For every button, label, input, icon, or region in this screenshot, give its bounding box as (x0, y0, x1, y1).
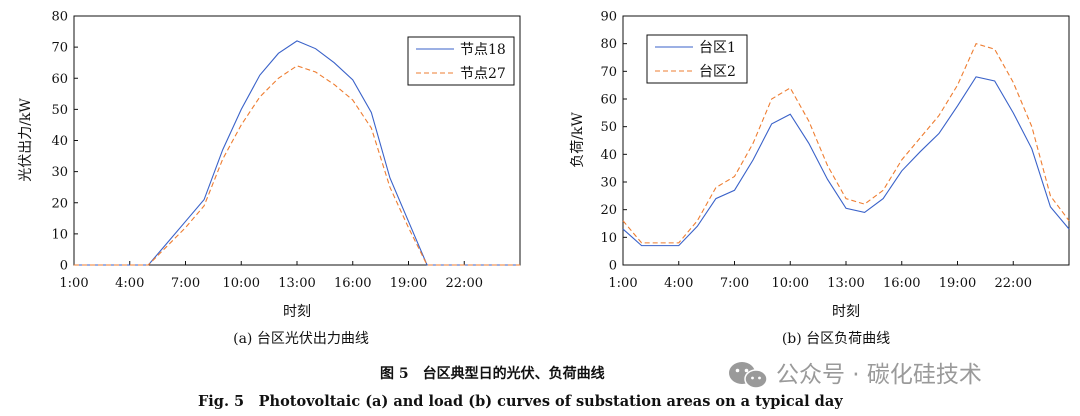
series-line-2 (622, 43, 1070, 244)
y-tick-label: 60 (51, 72, 68, 87)
y-tick-label: 80 (51, 10, 68, 25)
x-tick-label: 7:00 (720, 276, 749, 291)
x-tick-label: 1:00 (59, 276, 88, 291)
x-tick-label: 16:00 (334, 276, 371, 291)
legend-box (407, 36, 515, 86)
caption-en: Fig. 5 Photovoltaic (a) and load (b) cur… (198, 393, 843, 410)
x-tick-label: 19:00 (939, 276, 976, 291)
x-tick-label: 1:00 (608, 276, 637, 291)
y-tick-label: 20 (51, 196, 68, 211)
x-tick-label: 7:00 (171, 276, 200, 291)
y-tick-label: 90 (600, 10, 617, 25)
y-tick-label: 70 (51, 41, 68, 56)
x-tick-label: 19:00 (390, 276, 427, 291)
x-tick-label: 16:00 (883, 276, 920, 291)
y-tick-label: 70 (600, 65, 617, 80)
y-tick-label: 40 (600, 148, 617, 163)
legend-label-1: 台区1 (699, 40, 736, 56)
y-tick-label: 80 (600, 37, 617, 52)
x-axis-label: 时刻 (283, 304, 311, 320)
series-line-2 (74, 65, 520, 266)
chart-panel-a: 0 10 20 30 40 50 60 70 80 1:00 4:00 7:00 10:00 13:00 1… (18, 10, 521, 320)
y-tick-label: 30 (51, 165, 68, 180)
x-tick-label: 22:00 (446, 276, 483, 291)
legend-box (646, 34, 748, 84)
x-tick-label: 13:00 (827, 276, 864, 291)
y-tick-label: 50 (51, 103, 68, 118)
x-tick-label: 4:00 (664, 276, 693, 291)
legend: 节点18 节点27 (407, 36, 515, 86)
subtitle-b: (b) 台区负荷曲线 (782, 331, 890, 347)
y-tick-label: 40 (51, 134, 68, 149)
y-axis-label: 负荷/kW (570, 112, 586, 168)
x-tick-label: 4:00 (115, 276, 144, 291)
legend: 台区1 台区2 (646, 34, 748, 84)
watermark-text: 公众号 · 碳化硅技术 (776, 362, 982, 388)
x-tick-label: 10:00 (223, 276, 260, 291)
x-tick-label: 22:00 (995, 276, 1032, 291)
watermark: 公众号 · 碳化硅技术 (729, 362, 982, 389)
legend-label-2: 台区2 (699, 64, 736, 80)
y-tick-label: 30 (600, 176, 617, 191)
y-tick-label: 10 (600, 231, 617, 246)
series-line-1 (622, 76, 1070, 247)
subtitle-a: (a) 台区光伏出力曲线 (233, 331, 369, 347)
x-tick-label: 13:00 (278, 276, 315, 291)
legend-label-1: 节点18 (460, 42, 506, 58)
chart-panel-b: 0 10 20 30 40 50 60 70 80 90 1:00 4:00 7:00 10:00 13:0… (570, 10, 1070, 320)
y-tick-label: 20 (600, 203, 617, 218)
x-axis-label: 时刻 (832, 304, 860, 320)
y-tick-label: 0 (609, 259, 617, 274)
legend-label-2: 节点27 (460, 66, 506, 82)
y-tick-label: 10 (51, 227, 68, 242)
caption-cn: 图 5 台区典型日的光伏、负荷曲线 (380, 365, 605, 382)
y-tick-label: 60 (600, 93, 617, 108)
y-tick-label: 50 (600, 120, 617, 135)
y-tick-label: 0 (60, 259, 68, 274)
y-axis-label: 光伏出力/kW (18, 98, 34, 182)
wechat-icon (729, 362, 768, 389)
x-tick-label: 10:00 (772, 276, 809, 291)
